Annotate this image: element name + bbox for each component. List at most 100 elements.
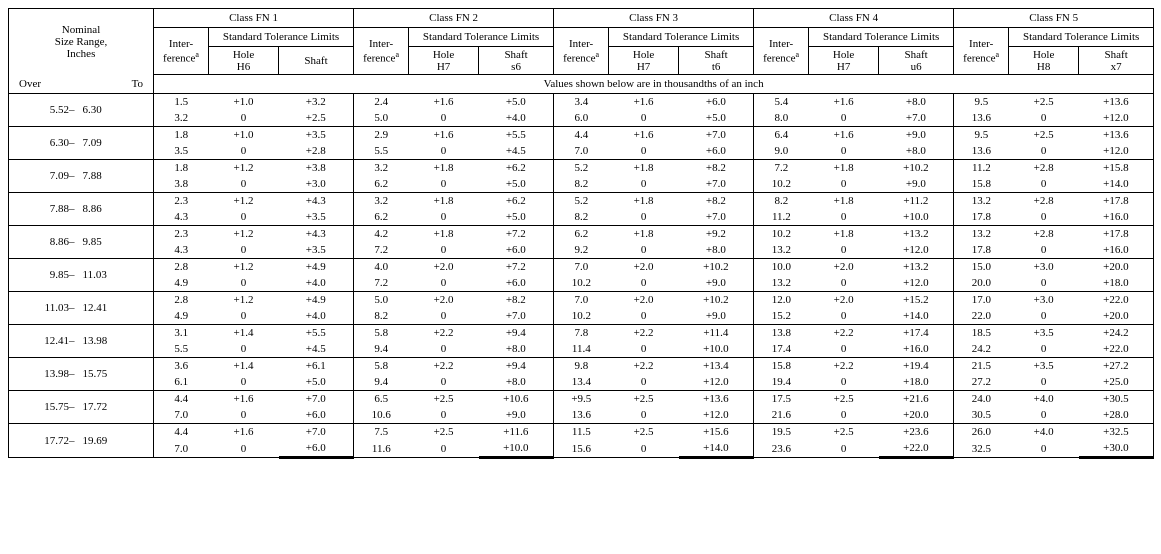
data-cell: +9.0 <box>879 176 954 193</box>
data-cell: +8.0 <box>479 341 554 358</box>
data-cell: +15.8 <box>1079 160 1154 177</box>
class-header-2: Class FN 2 <box>354 9 554 28</box>
data-cell: 5.5 <box>354 143 409 160</box>
data-cell: +30.0 <box>1079 440 1154 458</box>
data-cell: +3.5 <box>279 127 354 144</box>
data-cell: +6.0 <box>279 440 354 458</box>
data-cell: +2.0 <box>409 259 479 276</box>
data-cell: 0 <box>809 308 879 325</box>
data-cell: +2.8 <box>1009 193 1079 210</box>
data-cell: 8.2 <box>754 193 809 210</box>
data-cell: 11.4 <box>554 341 609 358</box>
data-cell: 10.2 <box>754 226 809 243</box>
size-over: 5.52– <box>9 94 79 127</box>
hole-header-3: HoleH7 <box>609 47 679 75</box>
data-cell: +2.5 <box>809 391 879 408</box>
data-cell: +8.0 <box>479 374 554 391</box>
data-cell: +15.6 <box>679 424 754 441</box>
data-cell: 0 <box>1009 374 1079 391</box>
size-over: 6.30– <box>9 127 79 160</box>
data-cell: +21.6 <box>879 391 954 408</box>
data-cell: 0 <box>209 176 279 193</box>
size-over: 13.98– <box>9 358 79 391</box>
data-cell: +9.0 <box>679 275 754 292</box>
data-cell: 9.8 <box>554 358 609 375</box>
data-cell: 0 <box>809 110 879 127</box>
size-to: 15.75 <box>79 358 154 391</box>
data-cell: 0 <box>209 407 279 424</box>
data-cell: +22.0 <box>879 440 954 458</box>
data-cell: 4.4 <box>554 127 609 144</box>
data-cell: 19.4 <box>754 374 809 391</box>
data-cell: 10.0 <box>754 259 809 276</box>
data-cell: +14.0 <box>679 440 754 458</box>
data-cell: 4.9 <box>154 308 209 325</box>
data-cell: 0 <box>409 143 479 160</box>
size-to: 8.86 <box>79 193 154 226</box>
data-cell: 0 <box>209 209 279 226</box>
data-cell: +2.5 <box>809 424 879 441</box>
data-cell: 11.2 <box>954 160 1009 177</box>
data-cell: 3.2 <box>154 110 209 127</box>
over-header: Over <box>9 75 79 94</box>
data-cell: +9.2 <box>679 226 754 243</box>
data-cell: +4.5 <box>479 143 554 160</box>
data-cell: 7.2 <box>354 275 409 292</box>
data-cell: +3.5 <box>1009 325 1079 342</box>
data-cell: 0 <box>609 242 679 259</box>
data-cell: 0 <box>809 440 879 458</box>
data-cell: +6.0 <box>479 275 554 292</box>
data-cell: 17.8 <box>954 242 1009 259</box>
data-cell: 26.0 <box>954 424 1009 441</box>
size-over: 7.09– <box>9 160 79 193</box>
data-cell: +2.2 <box>409 325 479 342</box>
data-cell: +1.2 <box>209 226 279 243</box>
data-cell: +13.2 <box>879 226 954 243</box>
data-cell: +4.5 <box>279 341 354 358</box>
data-cell: 13.6 <box>954 143 1009 160</box>
data-cell: 0 <box>809 275 879 292</box>
data-cell: +6.2 <box>479 160 554 177</box>
size-to: 17.72 <box>79 391 154 424</box>
data-cell: +2.0 <box>809 259 879 276</box>
data-cell: +1.2 <box>209 259 279 276</box>
stdtol-header-3: Standard Tolerance Limits <box>609 28 754 47</box>
data-cell: 8.2 <box>354 308 409 325</box>
data-cell: +22.0 <box>1079 341 1154 358</box>
data-cell: +1.6 <box>609 94 679 111</box>
data-cell: +4.0 <box>1009 391 1079 408</box>
data-cell: 9.4 <box>354 341 409 358</box>
data-cell: 17.4 <box>754 341 809 358</box>
data-cell: 0 <box>1009 143 1079 160</box>
size-to: 6.30 <box>79 94 154 127</box>
data-cell: 23.6 <box>754 440 809 458</box>
data-cell: 15.8 <box>954 176 1009 193</box>
data-cell: 4.3 <box>154 209 209 226</box>
stdtol-header-4: Standard Tolerance Limits <box>809 28 954 47</box>
data-cell: +16.0 <box>1079 242 1154 259</box>
data-cell: 0 <box>409 242 479 259</box>
data-cell: +1.8 <box>809 226 879 243</box>
inter-header-5: Inter-ferencea <box>954 28 1009 75</box>
data-cell: 5.8 <box>354 358 409 375</box>
data-cell: 13.4 <box>554 374 609 391</box>
data-cell: +7.0 <box>679 176 754 193</box>
data-cell: 17.0 <box>954 292 1009 309</box>
size-to: 19.69 <box>79 424 154 458</box>
data-cell: +10.0 <box>879 209 954 226</box>
data-cell: 5.4 <box>754 94 809 111</box>
data-cell: 0 <box>809 209 879 226</box>
data-cell: +18.0 <box>1079 275 1154 292</box>
hole-header-1: HoleH6 <box>209 47 279 75</box>
data-cell: 0 <box>409 209 479 226</box>
data-cell: +1.6 <box>209 424 279 441</box>
data-cell: +4.9 <box>279 259 354 276</box>
data-cell: +1.6 <box>409 94 479 111</box>
table-row: 9.85–11.032.8+1.2+4.94.0+2.0+7.27.0+2.0+… <box>9 259 1154 276</box>
size-over: 12.41– <box>9 325 79 358</box>
data-cell: 18.5 <box>954 325 1009 342</box>
data-cell: +3.0 <box>1009 292 1079 309</box>
data-cell: 1.8 <box>154 127 209 144</box>
data-cell: 20.0 <box>954 275 1009 292</box>
inter-header-3: Inter-ferencea <box>554 28 609 75</box>
